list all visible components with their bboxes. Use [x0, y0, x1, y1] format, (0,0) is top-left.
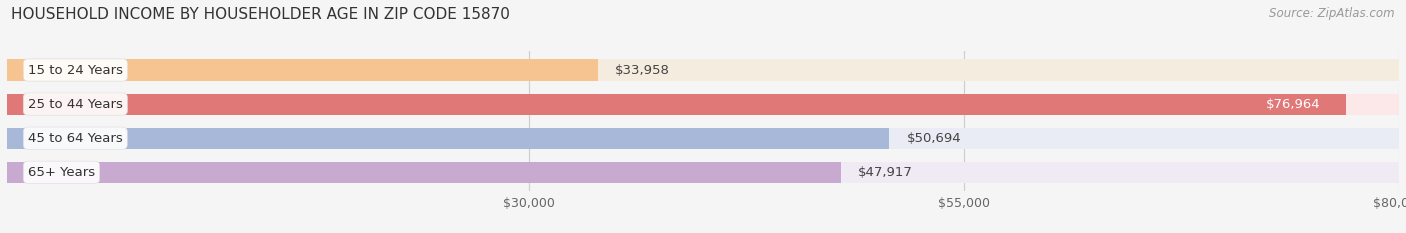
Bar — [7, 128, 1399, 149]
Text: $33,958: $33,958 — [616, 64, 671, 76]
Text: 15 to 24 Years: 15 to 24 Years — [28, 64, 122, 76]
Text: $50,694: $50,694 — [907, 132, 962, 145]
Text: 65+ Years: 65+ Years — [28, 166, 96, 179]
Bar — [7, 59, 598, 81]
Bar — [7, 59, 1399, 81]
Text: 45 to 64 Years: 45 to 64 Years — [28, 132, 122, 145]
Bar — [7, 128, 889, 149]
Text: $76,964: $76,964 — [1265, 98, 1320, 111]
Bar — [7, 162, 841, 183]
Text: Source: ZipAtlas.com: Source: ZipAtlas.com — [1270, 7, 1395, 20]
Text: $47,917: $47,917 — [858, 166, 912, 179]
Bar — [7, 93, 1346, 115]
Bar — [7, 93, 1399, 115]
Bar — [7, 162, 1399, 183]
Text: 25 to 44 Years: 25 to 44 Years — [28, 98, 122, 111]
Text: HOUSEHOLD INCOME BY HOUSEHOLDER AGE IN ZIP CODE 15870: HOUSEHOLD INCOME BY HOUSEHOLDER AGE IN Z… — [11, 7, 510, 22]
